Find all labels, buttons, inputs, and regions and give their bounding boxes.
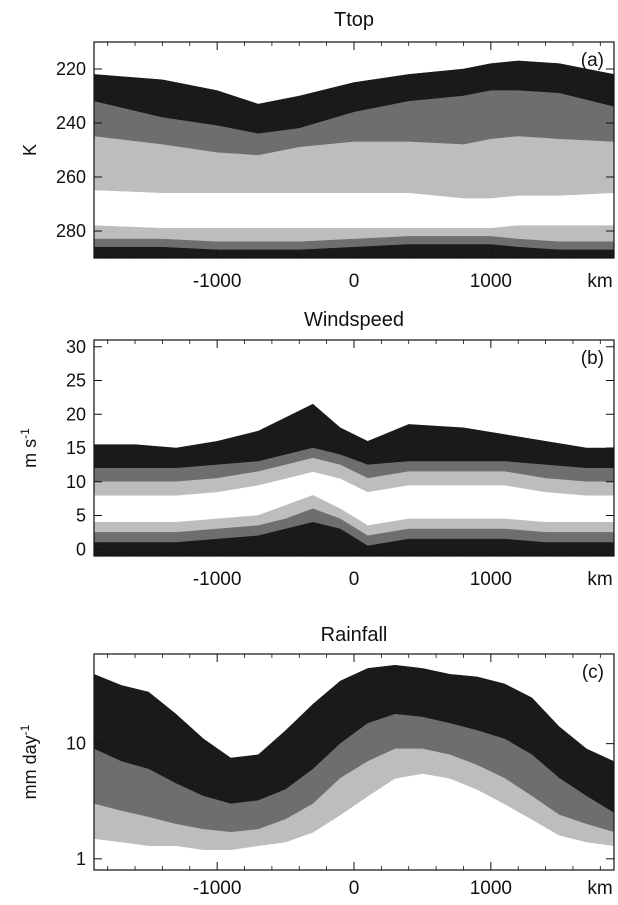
y-axis-label: mm day-1 <box>18 724 40 799</box>
x-axis-label: km <box>587 878 612 899</box>
panel-label: (b) <box>581 348 604 369</box>
x-tick-label: 1000 <box>470 271 512 292</box>
contour-band-light-gray <box>94 136 614 199</box>
y-axis: 220 240 260 280 K <box>20 59 614 241</box>
chart-title: Windspeed <box>304 309 404 331</box>
chart-title: Ttop <box>334 9 374 31</box>
y-axis-label-exponent: -1 <box>18 724 32 735</box>
contour-bands <box>94 60 614 258</box>
panel-label: (a) <box>581 50 604 71</box>
y-tick-label: 25 <box>66 371 86 391</box>
x-tick-label: -1000 <box>193 271 242 292</box>
chart-title: Rainfall <box>321 624 388 646</box>
contour-band-white-inner <box>94 190 614 229</box>
x-tick-label: -1000 <box>193 569 242 590</box>
x-axis: -1000 0 1000 km <box>107 340 613 590</box>
contour-band-light-gray-upper <box>94 457 614 496</box>
y-tick-label: 0 <box>76 539 86 559</box>
contour-band-light-gray <box>94 748 614 850</box>
y-axis: 1 10 mm day-1 <box>18 724 614 869</box>
y-axis-label-exponent: -1 <box>18 428 32 439</box>
y-tick-label: 10 <box>66 734 86 754</box>
x-axis-label: km <box>587 271 612 292</box>
x-tick-label: 0 <box>349 878 360 899</box>
panel-rainfall: Rainfall (c) -1000 0 1000 km 1 10 mm day-1 <box>18 624 615 899</box>
y-tick-label: 1 <box>76 849 86 869</box>
x-tick-label: 0 <box>349 271 360 292</box>
x-axis: -1000 0 1000 km <box>107 42 613 292</box>
y-tick-label: 280 <box>56 221 86 241</box>
x-tick-label: 0 <box>349 569 360 590</box>
y-tick-label: 20 <box>66 404 86 424</box>
y-tick-label: 220 <box>56 59 86 79</box>
x-tick-label: 1000 <box>470 878 512 899</box>
x-axis: -1000 0 1000 km <box>107 654 613 899</box>
y-tick-label: 240 <box>56 113 86 133</box>
x-tick-label: -1000 <box>193 878 242 899</box>
y-tick-label: 5 <box>76 506 86 526</box>
y-tick-label: 260 <box>56 167 86 187</box>
contour-band-black-bottom <box>94 522 614 556</box>
y-tick-label: 30 <box>66 337 86 357</box>
contour-bands <box>94 403 614 556</box>
x-tick-label: 1000 <box>470 569 512 590</box>
x-axis-label: km <box>587 569 612 590</box>
y-tick-label: 10 <box>66 472 86 492</box>
panel-label: (c) <box>582 662 604 683</box>
y-axis-label: K <box>20 144 40 156</box>
contour-bands <box>94 664 614 850</box>
y-tick-label: 15 <box>66 438 86 458</box>
panel-ttop: Ttop (a) -1000 0 1000 km 220 240 260 280 K <box>20 9 615 292</box>
